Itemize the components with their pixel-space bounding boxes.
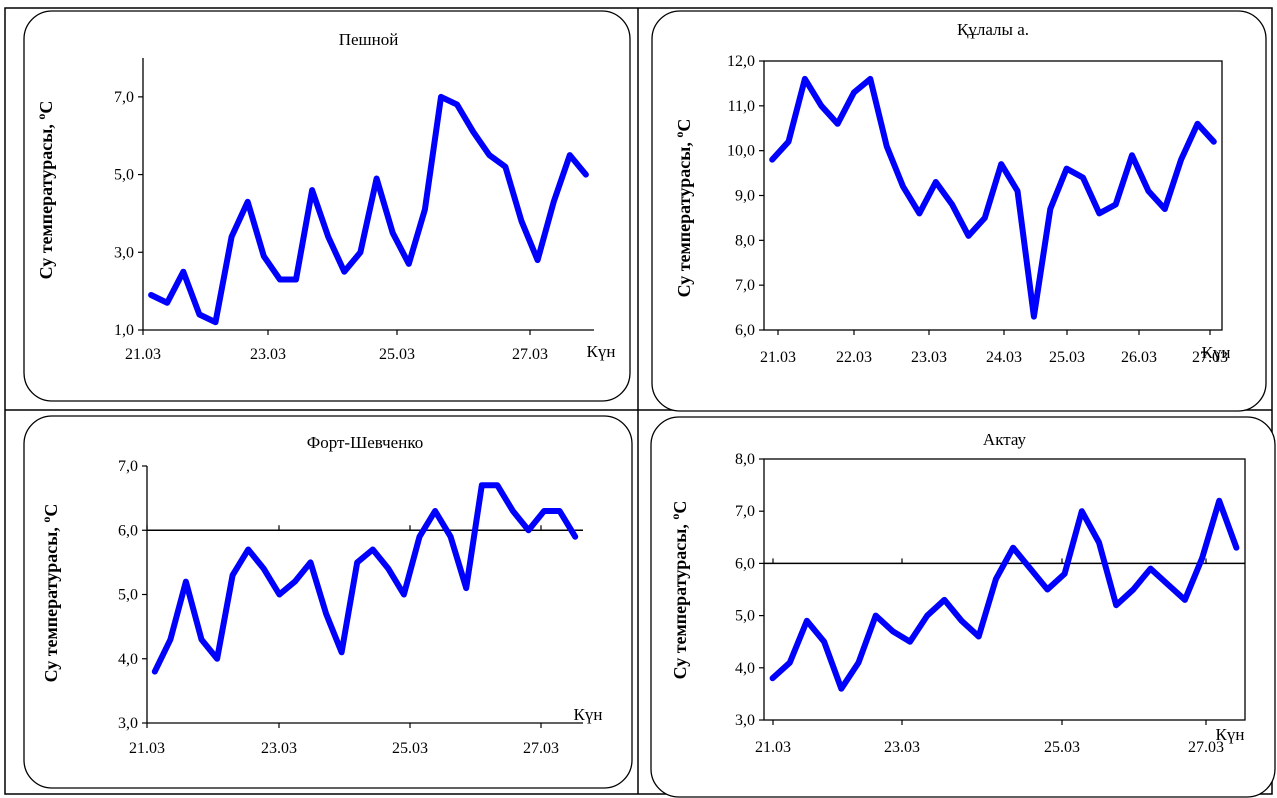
y-axis-label-unit: C (674, 119, 694, 132)
y-tick-label: 6,0 (735, 322, 755, 339)
chart-panel-2: 6,0 7,0 8,0 9,0 10,0 11,0 12,0 21.03 22.03 23.03 2… (651, 10, 1267, 412)
x-tick-label: 21.03 (129, 740, 165, 757)
x-axis-label: Күн (574, 705, 603, 724)
x-tick-label: 25.03 (1049, 349, 1085, 366)
y-tick-label: 6,0 (735, 555, 755, 572)
y-tick-label: 7,0 (118, 458, 138, 475)
y-tick-label: 1,0 (114, 322, 134, 339)
y-tick-label: 3,0 (114, 244, 134, 261)
y-tick-label: 7,0 (735, 503, 755, 520)
series-line (151, 482, 579, 675)
x-tick-label: 27.03 (512, 346, 548, 363)
y-axis-label-unit: C (36, 101, 56, 114)
x-tick-label: 26.03 (1121, 349, 1157, 366)
y-axis-label: Су температурасы, oC (34, 101, 56, 280)
panel-frame (650, 416, 1276, 798)
y-tick-label: 7,0 (114, 89, 134, 106)
y-tick-label: 3,0 (735, 712, 755, 729)
y-axis-label-text: Су температурасы, (674, 138, 694, 298)
y-axis-label-text: Су температурасы, (41, 523, 61, 683)
chart-title: Пешной (339, 30, 399, 49)
y-tick-label: 11,0 (728, 98, 755, 115)
y-tick-label: 9,0 (735, 188, 755, 205)
y-axis-label: Су температурасы, oC (39, 504, 61, 683)
y-axis-label-unit-sup: o (672, 132, 686, 138)
y-tick-label: 4,0 (735, 660, 755, 677)
series-line (769, 75, 1217, 320)
chart-panel-1: 1,0 3,0 5,0 7,0 21.03 23.03 25.03 27.03 Пешной Кү… (23, 10, 631, 402)
chart-panel-3: 3,0 4,0 5,0 6,0 7,0 21.03 23.03 25.03 27.03 Форт-… (23, 415, 633, 789)
y-axis-label: Су температурасы, oC (672, 119, 694, 298)
y-axis-label-text: Су температурасы, (36, 120, 56, 280)
chart-panel-4: 3,0 4,0 5,0 6,0 7,0 8,0 21.03 23.03 25.03 27.03 Ак… (650, 416, 1276, 798)
x-tick-label: 21.03 (755, 739, 791, 756)
x-axis-label: Күн (1216, 725, 1245, 744)
panel-frame (23, 10, 631, 402)
x-tick-label: 23.03 (261, 740, 297, 757)
y-tick-label: 8,0 (735, 232, 755, 249)
x-tick-label: 27.03 (523, 740, 559, 757)
chart-title: Құлалы а. (957, 20, 1029, 39)
x-tick-label: 23.03 (911, 349, 947, 366)
x-tick-label: 24.03 (986, 349, 1022, 366)
x-tick-label: 21.03 (760, 349, 796, 366)
series-line (148, 93, 589, 326)
chart-title: Форт-Шевченко (307, 433, 423, 452)
y-tick-label: 6,0 (118, 522, 138, 539)
y-axis-label: Су температурасы, oC (668, 501, 690, 680)
x-tick-label: 23.03 (250, 346, 286, 363)
y-tick-label: 10,0 (727, 143, 755, 160)
y-tick-label: 3,0 (118, 715, 138, 732)
y-axis-label-unit: C (670, 501, 690, 514)
x-tick-label: 25.03 (1044, 739, 1080, 756)
x-tick-label: 27.03 (1188, 739, 1224, 756)
x-tick-label: 23.03 (884, 739, 920, 756)
x-tick-label: 25.03 (392, 740, 428, 757)
x-axis-label: Күн (587, 342, 616, 361)
y-tick-label: 5,0 (735, 608, 755, 625)
y-axis-label-unit-sup: o (34, 114, 48, 120)
panel-frame (651, 10, 1267, 412)
y-axis-label-unit-sup: o (668, 514, 682, 520)
y-tick-label: 5,0 (114, 167, 134, 184)
chart-title: Актау (983, 430, 1027, 449)
y-axis-label-unit-sup: o (39, 517, 53, 523)
y-tick-label: 7,0 (735, 277, 755, 294)
plot-area-border (763, 458, 1246, 721)
x-tick-label: 25.03 (379, 346, 415, 363)
x-axis-label: Күн (1202, 343, 1231, 362)
x-tick-label: 21.03 (125, 346, 161, 363)
x-tick-label: 27.03 (1192, 349, 1228, 366)
y-tick-label: 8,0 (735, 451, 755, 468)
y-tick-label: 4,0 (118, 651, 138, 668)
y-tick-label: 12,0 (727, 53, 755, 70)
panel-frame (23, 415, 633, 789)
y-tick-label: 5,0 (118, 587, 138, 604)
y-axis-label-text: Су температурасы, (670, 520, 690, 680)
y-axis-label-unit: C (41, 504, 61, 517)
x-tick-label: 22.03 (836, 349, 872, 366)
series-line (769, 497, 1240, 692)
